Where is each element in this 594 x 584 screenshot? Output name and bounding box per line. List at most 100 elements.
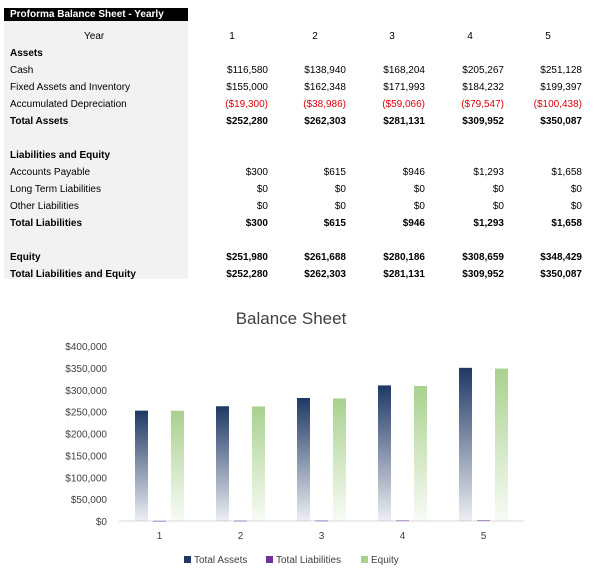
row-label: Accounts Payable xyxy=(10,167,91,178)
x-tick-label: 3 xyxy=(319,531,325,542)
row-value-year-3: $280,186 xyxy=(383,252,425,263)
row-value-year-1: $251,980 xyxy=(226,252,268,263)
row-value-year-4: $184,232 xyxy=(462,82,504,93)
row-value-year-4: $1,293 xyxy=(473,167,504,178)
row-value-year-3: $171,993 xyxy=(383,82,425,93)
table-row: Other Liabilities $0 $0 $0 $0 $0 xyxy=(4,199,588,216)
row-value-year-5: $0 xyxy=(570,201,582,212)
row-value-year-2: $261,688 xyxy=(304,252,346,263)
row-value-year-3: $946 xyxy=(402,167,425,178)
row-value-year-1: $300 xyxy=(245,218,268,229)
row-value-year-3: $0 xyxy=(413,184,425,195)
table-row: Accumulated Depreciation ($19,300) ($38,98… xyxy=(4,97,588,114)
bar-equity-2 xyxy=(252,406,265,521)
row-value-year-5: $348,429 xyxy=(540,252,582,263)
bar-total-liabilities-1 xyxy=(153,520,166,522)
row-label: Total Assets xyxy=(10,116,69,127)
bar-total-liabilities-4 xyxy=(396,520,409,522)
bar-total-assets-2 xyxy=(216,406,229,521)
row-value-year-5: ($100,438) xyxy=(533,99,582,110)
row-value-year-4: $1,293 xyxy=(473,218,504,229)
row-label: Accumulated Depreciation xyxy=(10,99,127,110)
row-value-year-2: ($38,986) xyxy=(303,99,346,110)
row-value-year-5: $1,658 xyxy=(551,167,582,178)
row-value-year-5: $251,128 xyxy=(540,65,582,76)
balance-sheet-chart: Balance Sheet $0 $50,000 $100,000 $150,000 $… xyxy=(64,294,534,579)
row-value-year-4: $309,952 xyxy=(462,116,504,127)
table-row: Cash $116,580 $138,940 $168,204 $205,267 $251… xyxy=(4,63,588,80)
row-value-year-2: $262,303 xyxy=(304,116,346,127)
row-label: Other Liabilities xyxy=(10,201,79,212)
bar-total-liabilities-5 xyxy=(477,520,490,522)
row-value-year-5: $0 xyxy=(570,184,582,195)
y-tick-label: $50,000 xyxy=(71,495,108,506)
row-label: Equity xyxy=(10,252,41,263)
y-tick-label: $100,000 xyxy=(65,473,107,484)
row-value-year-4: $0 xyxy=(492,201,504,212)
row-value-year-3: $281,131 xyxy=(383,269,425,280)
row-label: Total Liabilities and Equity xyxy=(10,269,136,280)
row-label: Assets xyxy=(10,48,43,59)
row-value-year-2: $162,348 xyxy=(304,82,346,93)
row-value-year-2: $138,940 xyxy=(304,65,346,76)
bar-total-assets-1 xyxy=(135,410,148,521)
table-row: Fixed Assets and Inventory $155,000 $162,3… xyxy=(4,80,588,97)
y-tick-label: $400,000 xyxy=(65,342,107,353)
row-value-year-4: ($79,547) xyxy=(461,99,504,110)
row-value-year-4: $0 xyxy=(492,184,504,195)
legend-label: Total Assets xyxy=(194,555,247,566)
year-header-5: 5 xyxy=(545,31,551,42)
row-value-year-1: $300 xyxy=(245,167,268,178)
year-header-3: 3 xyxy=(389,31,395,42)
row-value-year-4: $309,952 xyxy=(462,269,504,280)
row-value-year-5: $350,087 xyxy=(540,116,582,127)
row-value-year-1: $155,000 xyxy=(226,82,268,93)
table-row: Long Term Liabilities $0 $0 $0 $0 $0 xyxy=(4,182,588,199)
legend-label: Equity xyxy=(371,555,399,566)
table-row: Total Liabilities $300 $615 $946 $1,293 $1,65… xyxy=(4,216,588,233)
row-label: Liabilities and Equity xyxy=(10,150,111,161)
legend-swatch xyxy=(266,556,273,563)
y-tick-label: $350,000 xyxy=(65,364,107,375)
label-column-background xyxy=(4,21,188,279)
row-label: Long Term Liabilities xyxy=(10,184,101,195)
legend-swatch xyxy=(184,556,191,563)
legend-label: Total Liabilities xyxy=(276,555,341,566)
row-value-year-1: $116,580 xyxy=(227,65,268,76)
row-value-year-1: $0 xyxy=(256,184,268,195)
bar-equity-5 xyxy=(495,368,508,521)
y-tick-label: $300,000 xyxy=(65,386,107,397)
row-value-year-2: $615 xyxy=(323,218,346,229)
row-value-year-2: $262,303 xyxy=(304,269,346,280)
y-tick-label: $200,000 xyxy=(65,430,107,441)
year-header-2: 2 xyxy=(312,31,318,42)
row-value-year-2: $0 xyxy=(334,184,346,195)
y-tick-label: $0 xyxy=(96,517,108,528)
table-row: Total Assets $252,280 $262,303 $281,131 $309… xyxy=(4,114,588,131)
chart-title: Balance Sheet xyxy=(236,309,347,328)
row-value-year-3: $946 xyxy=(402,218,425,229)
row-value-year-5: $1,658 xyxy=(551,218,582,229)
table-row: Equity $251,980 $261,688 $280,186 $308,659 $3… xyxy=(4,250,588,267)
row-value-year-5: $350,087 xyxy=(540,269,582,280)
table-row xyxy=(4,233,588,250)
table-row: Liabilities and Equity xyxy=(4,148,588,165)
row-value-year-3: $0 xyxy=(413,201,425,212)
bar-total-liabilities-3 xyxy=(315,520,328,522)
x-tick-label: 4 xyxy=(400,531,406,542)
table-row: Assets xyxy=(4,46,588,63)
row-value-year-5: $199,397 xyxy=(540,82,582,93)
year-header-1: 1 xyxy=(229,31,235,42)
row-value-year-3: ($59,066) xyxy=(382,99,425,110)
chart-svg: Balance Sheet $0 $50,000 $100,000 $150,000 $… xyxy=(65,309,524,566)
y-tick-label: $250,000 xyxy=(65,408,107,419)
row-label: Total Liabilities xyxy=(10,218,83,229)
sheet-title: Proforma Balance Sheet - Yearly xyxy=(4,8,188,21)
row-value-year-3: $281,131 xyxy=(383,116,425,127)
year-header-4: 4 xyxy=(467,31,473,42)
year-header-label: Year xyxy=(84,31,105,42)
x-tick-label: 5 xyxy=(481,531,487,542)
bar-total-assets-3 xyxy=(297,398,310,521)
row-value-year-3: $168,204 xyxy=(383,65,425,76)
bar-total-assets-4 xyxy=(378,385,391,521)
